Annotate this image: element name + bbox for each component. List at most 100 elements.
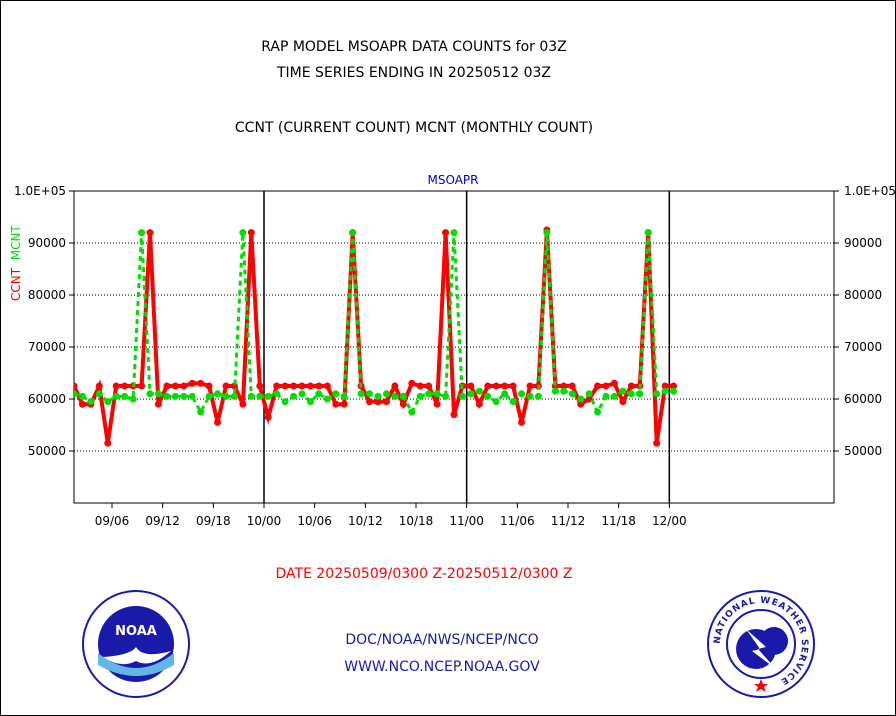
data-point-ccnt <box>450 411 458 419</box>
data-point-mcnt <box>78 392 86 400</box>
data-point-mcnt <box>594 408 602 416</box>
data-point-ccnt <box>180 382 188 390</box>
x-tick-label: 10/00 <box>247 514 282 528</box>
data-point-mcnt <box>374 392 382 400</box>
chart-title-line2: TIME SERIES ENDING IN 20250512 03Z <box>277 65 551 81</box>
data-point-mcnt <box>357 390 365 398</box>
y-tick-label: 50000 <box>28 444 66 458</box>
data-point-mcnt <box>543 229 551 237</box>
data-point-ccnt <box>112 382 120 390</box>
data-point-mcnt <box>475 387 483 395</box>
date-range-label: DATE 20250509/0300 Z-20250512/0300 Z <box>275 566 573 582</box>
data-point-ccnt <box>197 379 205 387</box>
x-tick-label: 11/00 <box>449 514 484 528</box>
data-point-mcnt <box>163 392 171 400</box>
data-point-ccnt <box>74 382 78 390</box>
data-point-mcnt <box>670 387 678 395</box>
data-point-ccnt <box>425 382 433 390</box>
data-point-mcnt <box>332 390 340 398</box>
y-tick-label: 60000 <box>28 392 66 406</box>
y-tick-label-right: 50000 <box>844 444 882 458</box>
data-point-ccnt <box>104 439 112 447</box>
y-tick-label: 80000 <box>28 288 66 302</box>
data-point-mcnt <box>518 390 526 398</box>
data-point-ccnt <box>526 382 534 390</box>
x-tick-label: 10/06 <box>297 514 332 528</box>
data-point-mcnt <box>568 390 576 398</box>
day-boundary-lines <box>263 191 671 503</box>
data-point-ccnt <box>298 382 306 390</box>
data-point-ccnt <box>264 413 272 421</box>
footer-org-link[interactable]: DOC/NOAA/NWS/NCEP/NCO <box>345 632 539 648</box>
x-tick-label: 09/06 <box>95 514 130 528</box>
plot-title: MSOAPR <box>427 173 479 187</box>
y-axis-right: 50000 60000 70000 80000 90000 1.0E+05 <box>834 184 895 458</box>
series-group <box>74 226 678 447</box>
data-point-ccnt <box>442 229 450 237</box>
data-point-mcnt <box>205 392 213 400</box>
noaa-logo-text: NOAA <box>115 624 157 639</box>
y-tick-label-right: 60000 <box>844 392 882 406</box>
grid-lines <box>74 190 834 452</box>
x-tick-label: 11/06 <box>500 514 535 528</box>
data-point-ccnt <box>501 382 509 390</box>
data-point-mcnt <box>501 390 509 398</box>
x-tick-label: 12/00 <box>652 514 687 528</box>
x-axis: 09/06 09/12 09/18 10/00 10/06 10/12 10/18 11/00… <box>95 503 687 528</box>
data-point-ccnt <box>661 382 669 390</box>
data-point-ccnt <box>222 382 230 390</box>
data-point-ccnt <box>594 382 602 390</box>
data-point-mcnt <box>180 392 188 400</box>
data-point-ccnt <box>256 382 264 390</box>
data-point-ccnt <box>408 379 416 387</box>
data-point-mcnt <box>104 398 112 406</box>
data-point-mcnt <box>602 392 610 400</box>
footer-web-link[interactable]: WWW.NCO.NCEP.NOAA.GOV <box>344 659 540 675</box>
data-point-mcnt <box>74 390 78 398</box>
y-tick-label-right: 80000 <box>844 288 882 302</box>
data-point-ccnt <box>323 382 331 390</box>
y-tick-label: 1.0E+05 <box>14 184 66 198</box>
data-point-mcnt <box>551 387 559 395</box>
data-point-ccnt <box>138 382 146 390</box>
data-point-mcnt <box>256 392 264 400</box>
x-tick-label: 09/18 <box>196 514 231 528</box>
data-point-mcnt <box>560 387 568 395</box>
data-point-mcnt <box>408 408 416 416</box>
data-point-mcnt <box>298 390 306 398</box>
data-point-ccnt <box>509 382 517 390</box>
data-point-mcnt <box>509 398 517 406</box>
data-point-ccnt <box>290 382 298 390</box>
data-point-mcnt <box>585 390 593 398</box>
data-point-ccnt <box>281 382 289 390</box>
data-point-ccnt <box>568 382 576 390</box>
data-point-ccnt <box>577 400 585 408</box>
data-point-mcnt <box>610 392 618 400</box>
data-point-ccnt <box>163 382 171 390</box>
data-point-ccnt <box>602 382 610 390</box>
data-point-mcnt <box>138 229 146 237</box>
data-point-ccnt <box>492 382 500 390</box>
data-point-ccnt <box>374 398 382 406</box>
data-point-mcnt <box>247 392 255 400</box>
data-point-mcnt <box>323 395 331 403</box>
data-point-ccnt <box>484 382 492 390</box>
data-point-mcnt <box>290 392 298 400</box>
chart-subtitle: CCNT (CURRENT COUNT) MCNT (MONTHLY COUNT… <box>234 120 594 136</box>
y-axis-label: CCNT MCNT <box>9 225 23 301</box>
data-point-mcnt <box>264 392 272 400</box>
y-label-mcnt: MCNT <box>9 225 23 261</box>
data-point-mcnt <box>349 229 357 237</box>
data-point-mcnt <box>87 398 95 406</box>
data-point-ccnt <box>78 400 86 408</box>
data-point-mcnt <box>636 390 644 398</box>
y-tick-label-right: 90000 <box>844 236 882 250</box>
data-point-mcnt <box>534 392 542 400</box>
data-point-mcnt <box>197 408 205 416</box>
data-point-ccnt <box>315 382 323 390</box>
data-point-mcnt <box>306 398 314 406</box>
data-point-ccnt <box>627 382 635 390</box>
y-axis-left: 50000 60000 70000 80000 90000 1.0E+05 <box>14 184 74 458</box>
data-point-ccnt <box>391 382 399 390</box>
data-point-mcnt <box>425 390 433 398</box>
